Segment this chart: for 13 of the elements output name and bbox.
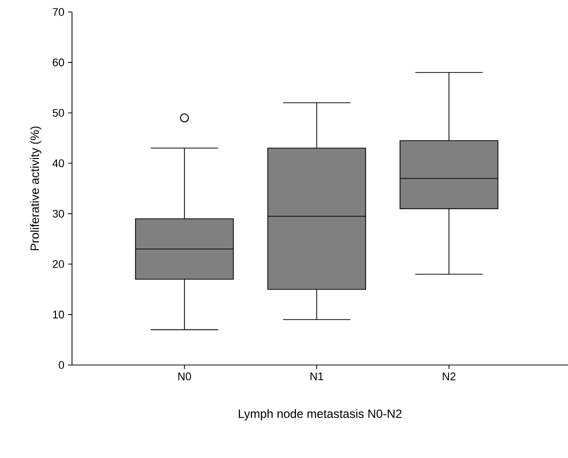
y-tick-label: 20 (52, 260, 64, 268)
x-axis-title: Lymph node metastasis N0-N2 (238, 409, 402, 420)
y-tick-label: 70 (52, 8, 64, 16)
y-tick-label: 50 (52, 108, 64, 117)
y-tick-label: 60 (52, 58, 64, 66)
y-tick-label: 30 (52, 210, 64, 218)
x-tick-label: N1 (310, 372, 324, 380)
y-tick-label: 40 (52, 159, 64, 168)
y-axis-title: Proliferative activity (%) (30, 126, 42, 250)
y-tick-label: 10 (53, 310, 64, 318)
y-tick-label: 0 (58, 361, 64, 369)
x-tick-label: N0 (178, 372, 192, 380)
x-tick-label: N2 (442, 372, 456, 380)
